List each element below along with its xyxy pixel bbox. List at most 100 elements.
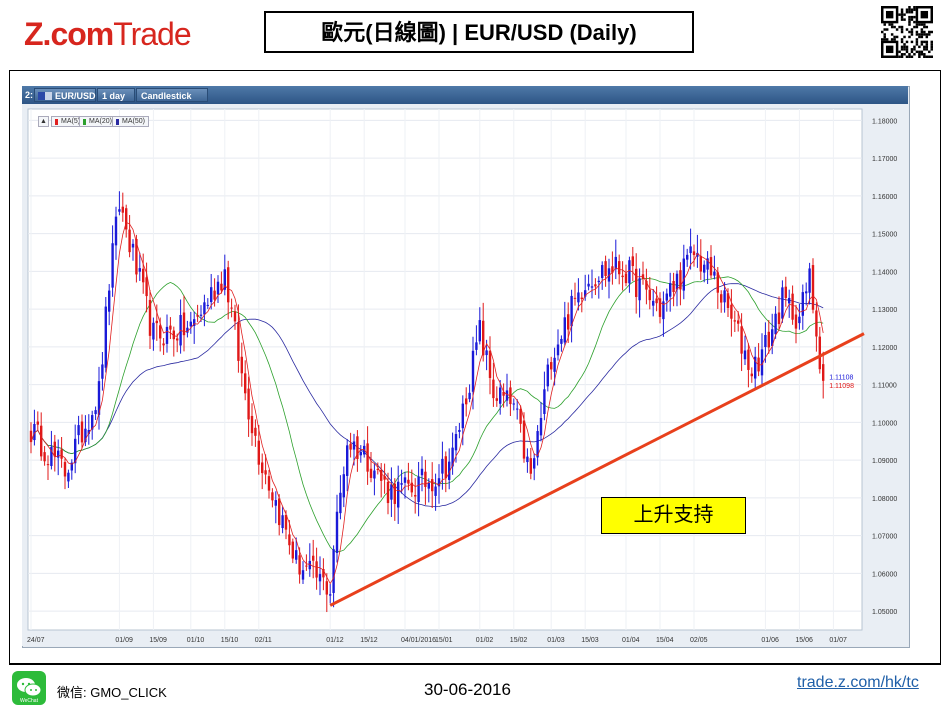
candle-body bbox=[733, 320, 736, 322]
x-tick-label: 15/12 bbox=[360, 637, 378, 644]
instrument-selector[interactable]: EUR/USD bbox=[34, 88, 96, 102]
candle-body bbox=[451, 447, 454, 467]
trendline-segment bbox=[329, 332, 865, 607]
qr-module bbox=[913, 20, 916, 24]
qr-module bbox=[908, 15, 911, 19]
site-link[interactable]: trade.z.com/hk/tc bbox=[797, 674, 919, 691]
period-selector[interactable]: 1 day bbox=[97, 88, 135, 102]
candle-body bbox=[743, 350, 747, 360]
y-tick-label: 1.17000 bbox=[872, 156, 897, 163]
y-tick-label: 1.18000 bbox=[872, 118, 897, 125]
candle-body bbox=[271, 492, 274, 501]
qr-module bbox=[928, 55, 931, 58]
qr-module bbox=[898, 13, 901, 16]
candle-body bbox=[43, 452, 46, 462]
qr-module bbox=[881, 30, 884, 34]
x-tick-label: 15/01 bbox=[435, 637, 453, 644]
candle-body bbox=[614, 256, 617, 270]
qr-module bbox=[910, 18, 914, 21]
candle-body bbox=[454, 434, 458, 451]
candle-body bbox=[577, 292, 580, 303]
qr-module bbox=[900, 55, 904, 58]
legend-ma50[interactable]: MA(50) bbox=[112, 116, 149, 127]
qr-module bbox=[928, 33, 931, 36]
candle-body bbox=[495, 398, 498, 401]
qr-module bbox=[930, 55, 933, 58]
qr-module bbox=[903, 43, 906, 46]
candle-body bbox=[655, 298, 658, 304]
qr-module bbox=[918, 23, 921, 26]
candle-body bbox=[556, 344, 560, 356]
candle-body bbox=[315, 561, 318, 578]
qr-module bbox=[893, 35, 896, 39]
candle-body bbox=[376, 468, 379, 471]
qr-module bbox=[905, 10, 909, 14]
candle-body bbox=[713, 271, 716, 276]
legend-toggle-button[interactable]: ▲ bbox=[38, 116, 49, 127]
y-tick-label: 1.16000 bbox=[872, 194, 897, 201]
qr-module bbox=[905, 48, 909, 51]
candle-body bbox=[628, 260, 631, 284]
y-tick-label: 1.07000 bbox=[872, 534, 897, 541]
candle-body bbox=[213, 290, 216, 300]
qr-module bbox=[918, 45, 921, 49]
candle-body bbox=[281, 515, 284, 529]
candle-body bbox=[264, 470, 267, 475]
candle-body bbox=[594, 284, 597, 287]
candle-body bbox=[516, 408, 519, 410]
qr-module bbox=[930, 45, 933, 49]
candle-body bbox=[366, 443, 369, 472]
candle-body bbox=[437, 478, 441, 487]
qr-module bbox=[908, 8, 911, 11]
legend-ma20[interactable]: MA(20) bbox=[79, 116, 116, 127]
candle-body bbox=[114, 216, 118, 246]
candle-body bbox=[533, 458, 536, 469]
chart-style-selector[interactable]: Candlestick bbox=[136, 88, 208, 102]
qr-module bbox=[923, 40, 926, 44]
qr-module bbox=[920, 53, 924, 56]
qr-module bbox=[920, 33, 924, 36]
candle-body bbox=[512, 403, 515, 405]
candle-body bbox=[526, 456, 529, 463]
candle-body bbox=[50, 446, 53, 466]
candle-body bbox=[342, 474, 345, 498]
qr-module bbox=[890, 23, 894, 26]
wechat-id: 微信: GMO_CLICK bbox=[57, 685, 167, 700]
qr-module bbox=[925, 55, 929, 58]
qr-module bbox=[930, 30, 933, 34]
candle-body bbox=[563, 317, 566, 343]
wechat-icon[interactable]: WeChat bbox=[12, 671, 46, 705]
candle-body bbox=[182, 312, 186, 336]
candle-body bbox=[295, 550, 298, 560]
candle-body bbox=[672, 280, 675, 293]
qr-module bbox=[890, 38, 894, 41]
qr-module bbox=[920, 40, 924, 44]
candle-body bbox=[706, 258, 709, 270]
x-tick-label: 02/11 bbox=[255, 637, 272, 644]
uptrend-support-line bbox=[329, 332, 865, 607]
last-price-label-1: 1.11108 bbox=[829, 375, 853, 382]
qr-module bbox=[893, 25, 896, 29]
candle-body bbox=[529, 458, 532, 474]
grid-lines bbox=[28, 109, 862, 630]
candle-body bbox=[203, 302, 206, 315]
candle-body bbox=[414, 495, 417, 497]
candle-body bbox=[352, 441, 356, 450]
candle-body bbox=[33, 423, 36, 441]
candle-body bbox=[771, 329, 774, 346]
candle-body bbox=[471, 350, 475, 392]
qr-module bbox=[910, 10, 914, 14]
candle-body bbox=[332, 549, 335, 593]
candle-body bbox=[274, 500, 277, 506]
qr-module bbox=[918, 53, 921, 56]
candle-body bbox=[152, 322, 155, 340]
qr-module bbox=[930, 48, 933, 51]
candles bbox=[29, 191, 825, 613]
candle-body bbox=[774, 313, 777, 335]
x-tick-label: 15/06 bbox=[795, 637, 813, 644]
candle-body bbox=[461, 403, 464, 429]
qr-module bbox=[890, 33, 894, 36]
candle-body bbox=[818, 336, 821, 370]
candle-body bbox=[788, 297, 791, 304]
candle-body bbox=[648, 289, 651, 301]
